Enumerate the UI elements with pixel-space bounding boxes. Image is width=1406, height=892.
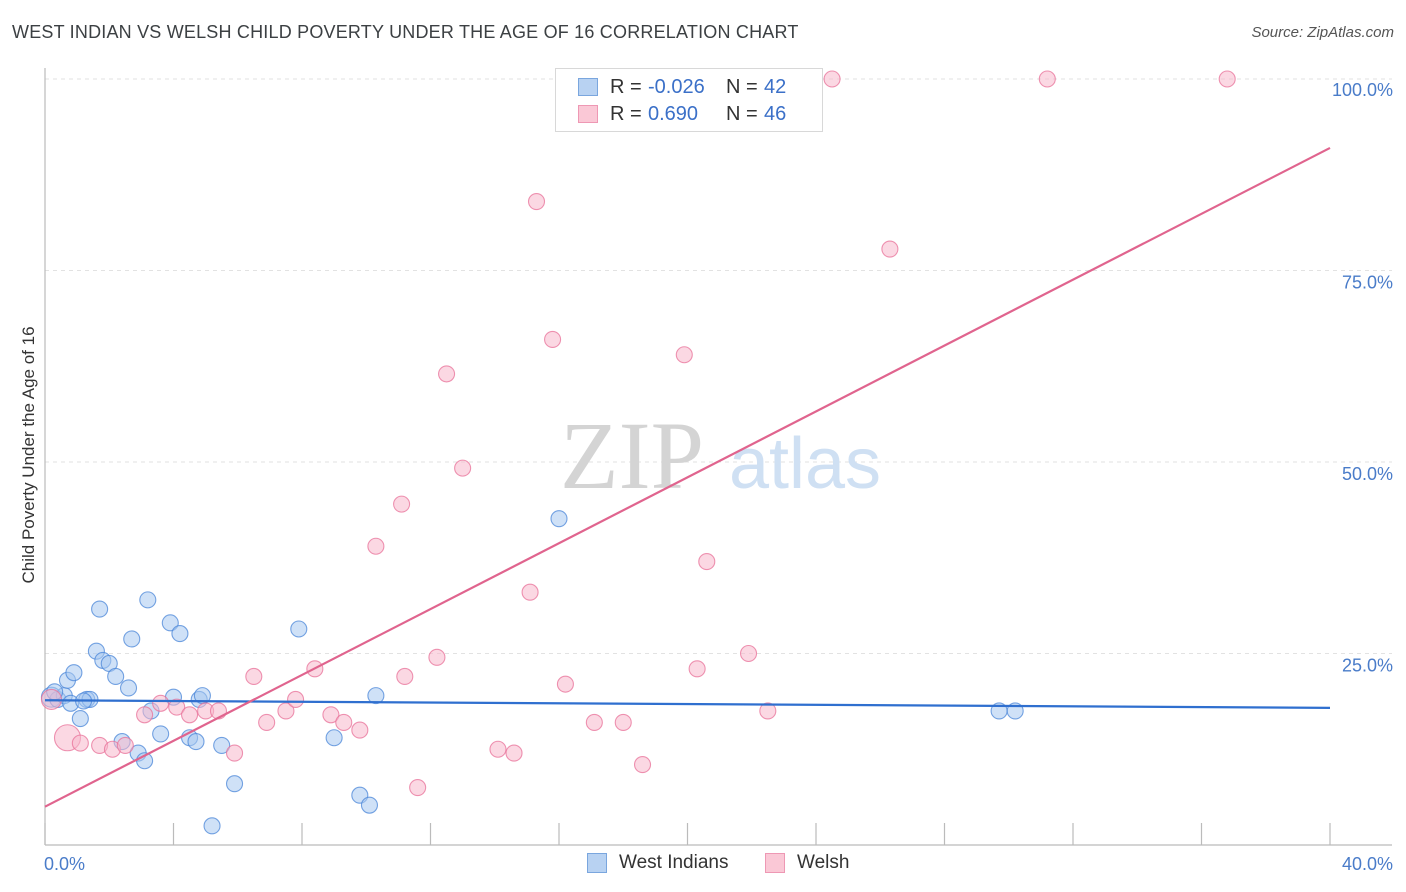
- welsh-point[interactable]: [823, 70, 841, 88]
- west-indians-point[interactable]: [107, 667, 125, 686]
- welsh-point[interactable]: [759, 702, 777, 720]
- welsh-point[interactable]: [489, 740, 507, 758]
- bottom-legend-swatch-west-indians: [587, 853, 607, 873]
- trend-lines: [44, 146, 1331, 808]
- welsh-point[interactable]: [287, 690, 305, 709]
- welsh-point[interactable]: [277, 702, 295, 720]
- west-indians-point[interactable]: [139, 591, 157, 609]
- welsh-point[interactable]: [739, 644, 758, 663]
- watermark-atlas: atlas: [729, 424, 881, 504]
- welsh-point[interactable]: [675, 346, 693, 364]
- west-indians-point[interactable]: [123, 630, 141, 648]
- series-welsh: [40, 70, 1236, 797]
- welsh-point[interactable]: [527, 193, 546, 211]
- west-indians-point[interactable]: [152, 725, 170, 743]
- x-tick-label-min: 0.0%: [44, 854, 85, 874]
- legend-n-label: N =: [726, 102, 758, 125]
- welsh-point[interactable]: [1038, 70, 1056, 88]
- y-axis-label: Child Poverty Under the Age of 16: [19, 326, 38, 583]
- bottom-legend-welsh: Welsh: [765, 852, 849, 874]
- west-indians-point[interactable]: [187, 733, 205, 751]
- legend-swatch-west-indians: [578, 78, 598, 96]
- west-indians-point[interactable]: [203, 817, 221, 835]
- welsh-point[interactable]: [71, 734, 89, 752]
- welsh-point[interactable]: [393, 495, 411, 513]
- welsh-point[interactable]: [225, 744, 244, 762]
- grid-lines: [45, 78, 1392, 654]
- west-indians-point[interactable]: [367, 687, 385, 705]
- bottom-legend-west-indians: West Indians: [587, 852, 728, 874]
- bottom-legend-label-welsh: Welsh: [797, 852, 850, 873]
- west-indians-point[interactable]: [325, 729, 343, 747]
- tick-labels: 25.0% 50.0% 75.0% 100.0% 0.0% 40.0%: [44, 80, 1393, 874]
- welsh-point[interactable]: [1218, 70, 1236, 88]
- legend-swatch-welsh: [578, 105, 598, 123]
- legend-n-value: 42: [764, 75, 787, 98]
- welsh-point[interactable]: [367, 537, 385, 555]
- welsh-point[interactable]: [181, 706, 199, 724]
- welsh-point[interactable]: [258, 713, 276, 731]
- welsh-point[interactable]: [544, 330, 562, 348]
- welsh-point[interactable]: [152, 694, 170, 712]
- welsh-point[interactable]: [168, 698, 186, 716]
- west-indians-point[interactable]: [71, 710, 89, 728]
- welsh-point[interactable]: [409, 778, 427, 797]
- welsh-point[interactable]: [136, 706, 154, 724]
- welsh-point[interactable]: [633, 756, 652, 774]
- welsh-point[interactable]: [556, 675, 574, 693]
- trend-line-west-indians: [44, 699, 1331, 709]
- welsh-point[interactable]: [454, 459, 472, 477]
- watermark-zip: ZIP: [560, 402, 704, 509]
- legend-n-label: N =: [726, 75, 758, 98]
- y-tick-label: 100.0%: [1332, 80, 1393, 100]
- y-tick-label: 25.0%: [1342, 656, 1393, 676]
- legend-row-west-indians: R = -0.026 N = 42: [578, 75, 786, 99]
- y-tick-label: 75.0%: [1342, 273, 1393, 293]
- west-indians-point[interactable]: [550, 510, 568, 528]
- bottom-legend-swatch-welsh: [765, 853, 785, 873]
- welsh-point[interactable]: [322, 706, 340, 724]
- welsh-point[interactable]: [881, 240, 899, 258]
- legend-r-label: R =: [610, 102, 642, 125]
- welsh-point[interactable]: [505, 744, 523, 762]
- west-indians-point[interactable]: [119, 679, 138, 697]
- welsh-point[interactable]: [614, 713, 632, 731]
- west-indians-point[interactable]: [161, 614, 179, 632]
- west-indians-point[interactable]: [360, 796, 379, 814]
- legend-row-welsh: R = 0.690 N = 46: [578, 102, 786, 126]
- source-label: Source: ZipAtlas.com: [1251, 24, 1394, 41]
- welsh-point[interactable]: [335, 713, 353, 731]
- series-west-indians: [40, 510, 1024, 835]
- welsh-point[interactable]: [521, 583, 539, 601]
- welsh-point[interactable]: [245, 667, 263, 686]
- welsh-point[interactable]: [116, 736, 134, 754]
- west-indians-point[interactable]: [171, 625, 189, 643]
- bottom-legend-label-west-indians: West Indians: [619, 852, 729, 873]
- welsh-point[interactable]: [396, 667, 414, 686]
- welsh-point[interactable]: [438, 365, 456, 383]
- watermark: ZIP atlas: [560, 402, 881, 509]
- x-tick-label-max: 40.0%: [1342, 854, 1393, 874]
- west-indians-point[interactable]: [213, 736, 231, 754]
- legend-n-value: 46: [764, 102, 787, 125]
- welsh-point[interactable]: [351, 721, 369, 739]
- legend-box: R = -0.026 N = 42 R = 0.690 N = 46: [555, 68, 823, 132]
- legend-r-value: 0.690: [648, 102, 699, 125]
- welsh-point[interactable]: [688, 660, 706, 678]
- legend-r-label: R =: [610, 75, 642, 98]
- chart-title: WEST INDIAN VS WELSH CHILD POVERTY UNDER…: [12, 22, 799, 42]
- legend-r-value: -0.026: [648, 75, 705, 98]
- west-indians-point[interactable]: [290, 620, 308, 638]
- west-indians-point[interactable]: [225, 775, 244, 793]
- axes: [44, 68, 1392, 846]
- west-indians-point[interactable]: [65, 664, 83, 682]
- welsh-point[interactable]: [428, 648, 446, 666]
- y-tick-label: 50.0%: [1342, 464, 1393, 484]
- welsh-point[interactable]: [585, 713, 603, 731]
- west-indians-point[interactable]: [91, 600, 109, 618]
- welsh-point[interactable]: [698, 553, 716, 571]
- trend-line-welsh: [44, 146, 1331, 808]
- bottom-legend: West Indians Welsh: [0, 852, 1406, 878]
